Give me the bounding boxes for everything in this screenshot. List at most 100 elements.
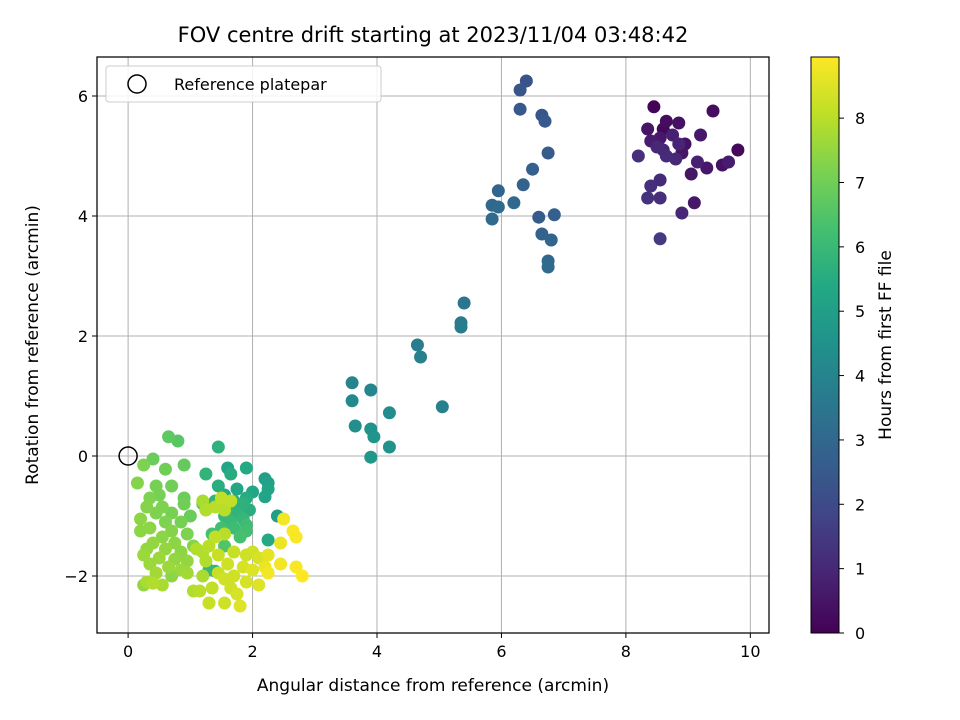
y-tick-label: 2 — [78, 327, 88, 346]
data-point — [532, 210, 546, 224]
data-point — [348, 419, 362, 433]
data-point — [435, 400, 449, 414]
data-point — [218, 596, 232, 610]
x-tick-label: 10 — [740, 642, 760, 661]
reference-point-marker — [118, 446, 138, 466]
data-point — [149, 566, 163, 580]
data-point — [165, 524, 179, 538]
data-point — [211, 479, 225, 493]
data-point — [675, 206, 689, 220]
data-point — [538, 114, 552, 128]
data-point — [541, 146, 555, 160]
x-tick-label: 4 — [372, 642, 382, 661]
y-tick-label: −2 — [64, 567, 88, 586]
data-point — [722, 155, 736, 169]
data-point — [547, 208, 561, 222]
data-point — [146, 576, 160, 590]
data-point — [180, 566, 194, 580]
legend-entry-label: Reference platepar — [174, 75, 327, 94]
data-point — [258, 490, 272, 504]
data-point — [659, 149, 673, 163]
data-point — [653, 191, 667, 205]
colorbar-tick-label: 7 — [855, 173, 865, 192]
data-point — [491, 200, 505, 214]
data-point — [252, 578, 266, 592]
x-axis-ticks: 0 2 4 6 8 10 — [123, 633, 761, 661]
data-point — [227, 545, 241, 559]
data-point — [152, 551, 166, 565]
data-point — [277, 512, 291, 526]
data-point — [261, 548, 275, 562]
data-point — [647, 100, 661, 114]
colorbar-tick-label: 0 — [855, 624, 865, 643]
data-point — [631, 149, 645, 163]
data-point — [199, 554, 213, 568]
data-point — [158, 462, 172, 476]
data-point — [146, 452, 160, 466]
colorbar-label: Hours from first FF file — [876, 250, 896, 440]
data-point — [687, 196, 701, 210]
data-point — [516, 178, 530, 192]
colorbar-tick-label: 8 — [855, 109, 865, 128]
colorbar-tick-label: 6 — [855, 238, 865, 257]
data-point — [367, 430, 381, 444]
legend-box — [105, 65, 382, 103]
plot-frame — [96, 56, 770, 634]
data-point — [457, 296, 471, 310]
data-point — [211, 440, 225, 454]
data-point — [134, 524, 148, 538]
data-point — [199, 467, 213, 481]
data-point — [690, 155, 704, 169]
data-point — [224, 467, 238, 481]
colorbar-ticks: 0 1 2 3 4 5 6 7 8 — [839, 109, 865, 643]
data-point — [684, 167, 698, 181]
colorbar-tick-label: 1 — [855, 560, 865, 579]
data-point — [513, 102, 527, 116]
data-point — [180, 527, 194, 541]
data-point — [535, 227, 549, 241]
data-point — [653, 173, 667, 187]
chart-title: FOV centre drift starting at 2023/11/04 … — [178, 23, 689, 47]
data-point — [137, 458, 151, 472]
data-point — [149, 506, 163, 520]
data-point — [196, 569, 210, 583]
data-point — [541, 260, 555, 274]
data-point — [130, 476, 144, 490]
grid-lines — [97, 57, 769, 633]
data-point — [205, 581, 219, 595]
x-axis-label: Angular distance from reference (arcmin) — [257, 676, 609, 696]
data-point — [485, 212, 499, 226]
data-point — [208, 530, 222, 544]
data-point — [491, 184, 505, 198]
data-point — [364, 383, 378, 397]
data-point — [162, 430, 176, 444]
data-point — [239, 575, 253, 589]
data-point — [700, 161, 714, 175]
y-axis-ticks: −2 0 2 4 6 — [64, 87, 97, 586]
data-point — [414, 350, 428, 364]
data-point — [672, 116, 686, 130]
data-point — [641, 122, 655, 136]
data-point — [650, 140, 664, 154]
data-point — [526, 162, 540, 176]
data-point — [410, 338, 424, 352]
data-point — [454, 320, 468, 334]
data-point — [544, 233, 558, 247]
data-point — [224, 494, 238, 508]
colorbar-tick-label: 5 — [855, 302, 865, 321]
data-point — [507, 196, 521, 210]
data-point — [174, 515, 188, 529]
y-tick-label: 0 — [78, 447, 88, 466]
data-point — [233, 599, 247, 613]
data-point — [177, 458, 191, 472]
data-point — [274, 536, 288, 550]
data-point — [202, 596, 216, 610]
data-point — [731, 143, 745, 157]
data-point — [641, 191, 655, 205]
data-point — [211, 548, 225, 562]
data-point — [183, 509, 197, 523]
colorbar — [810, 56, 840, 634]
data-point — [134, 512, 148, 526]
data-point — [261, 566, 275, 580]
y-tick-label: 6 — [78, 87, 88, 106]
